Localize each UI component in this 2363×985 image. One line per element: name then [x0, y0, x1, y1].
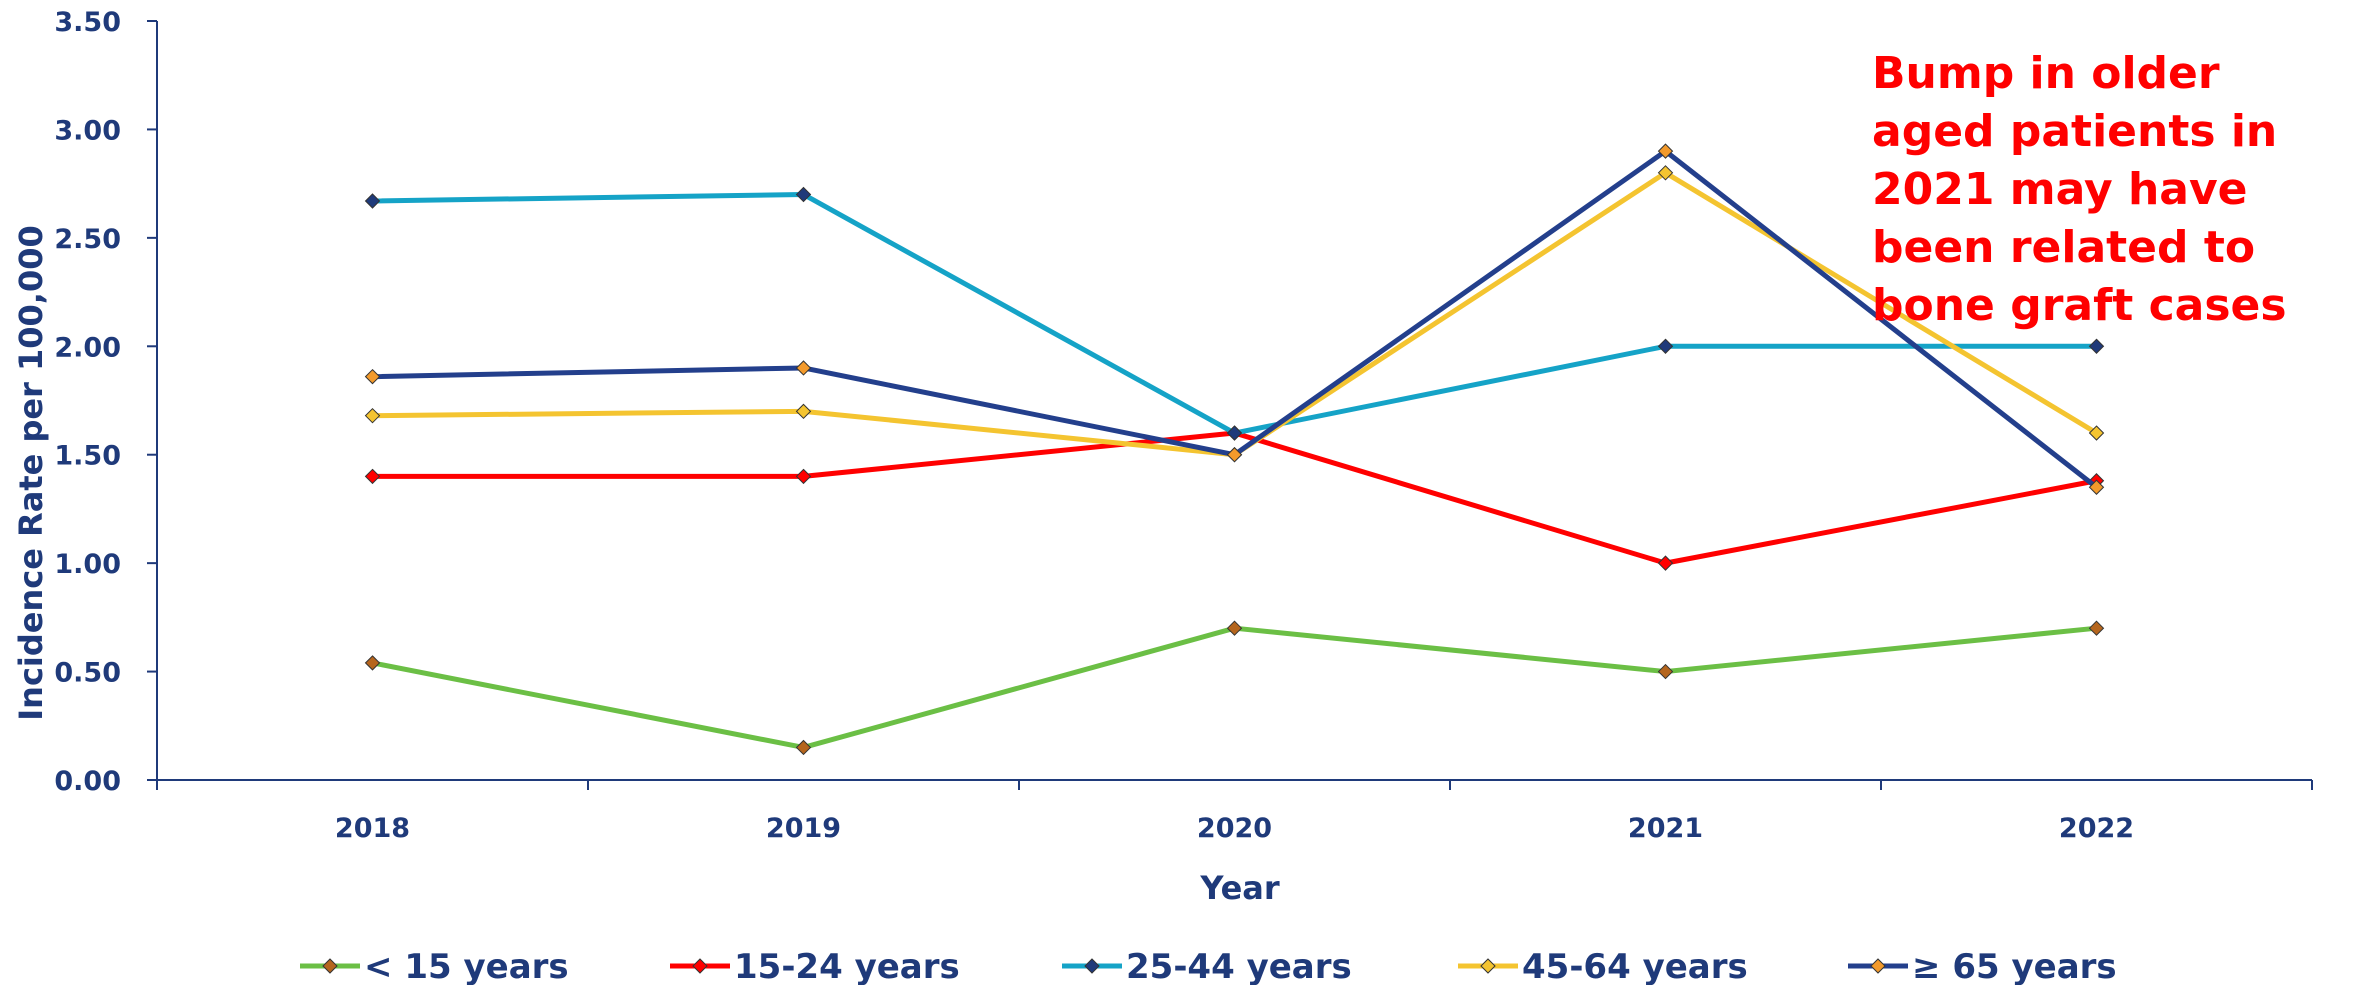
x-axis-title: Year: [1199, 869, 1280, 907]
legend-label: < 15 years: [364, 947, 569, 985]
data-point: [795, 739, 812, 756]
legend-item-0: < 15 years: [300, 947, 569, 985]
y-tick-label: 3.00: [54, 115, 121, 146]
data-point: [364, 655, 381, 671]
legend-label: 45-64 years: [1522, 947, 1748, 985]
y-axis-title: Incidence Rate per 100,000: [12, 225, 50, 720]
x-tick-label: 2020: [1197, 813, 1272, 844]
data-point: [364, 193, 381, 209]
series-line: [372, 625, 2097, 750]
data-point: [1657, 555, 1674, 571]
series-4: [364, 143, 2105, 495]
y-tick-label: 2.50: [54, 224, 121, 255]
x-axis: 2018 2019 2020 2021 2022: [156, 779, 2313, 844]
data-point: [1657, 338, 1674, 354]
series-0: [364, 620, 2105, 756]
y-tick-label: 0.50: [54, 658, 121, 689]
legend-label: ≥ 65 years: [1912, 947, 2117, 985]
y-tick-label: 2.00: [54, 332, 121, 363]
data-point: [2088, 479, 2105, 495]
legend-item-2: 25-44 years: [1062, 947, 1352, 985]
data-point: [795, 403, 812, 420]
legend-label: 15-24 years: [734, 947, 960, 985]
x-tick-label: 2018: [335, 813, 410, 844]
y-tick-label: 3.50: [54, 7, 121, 38]
series-2: [364, 186, 2105, 441]
data-point: [1226, 447, 1243, 463]
data-point: [364, 407, 381, 424]
data-point: [795, 186, 812, 203]
x-tick-label: 2022: [2059, 813, 2134, 844]
data-point: [364, 468, 381, 485]
x-tick-label: 2021: [1628, 813, 1703, 844]
data-point: [795, 360, 812, 376]
data-point: [1657, 663, 1674, 680]
x-tick-label: 2019: [766, 813, 841, 844]
y-tick-label: 1.50: [54, 441, 121, 472]
data-point: [1657, 165, 1674, 181]
legend-marker: [1870, 958, 1886, 974]
legend-item-1: 15-24 years: [670, 947, 960, 985]
data-point: [364, 368, 381, 385]
legend-marker: [692, 958, 708, 974]
series-line: [372, 170, 2098, 458]
legend-item-4: ≥ 65 years: [1848, 947, 2117, 985]
y-axis: 0.00 0.50 1.00 1.50 2.00 2.50 3.00 3.50: [54, 7, 158, 797]
legend-marker: [322, 958, 338, 974]
series-line: [372, 191, 2097, 436]
legend-item-3: 45-64 years: [1458, 947, 1748, 985]
legend-label: 25-44 years: [1126, 947, 1352, 985]
data-point: [2088, 620, 2105, 636]
legend-marker: [1084, 958, 1100, 974]
data-point: [795, 468, 812, 485]
series-3: [364, 165, 2105, 463]
data-point: [1226, 620, 1243, 636]
data-point: [1226, 425, 1243, 441]
series-layer: [364, 143, 2105, 756]
legend: < 15 years 15-24 years 25-44 years 45-64 ye…: [300, 947, 2117, 985]
data-point: [2088, 338, 2105, 354]
chart-annotation: Bump in older aged patients in 2021 may …: [1872, 48, 2287, 331]
y-tick-label: 0.00: [54, 766, 121, 797]
data-point: [1657, 143, 1674, 159]
legend-marker: [1480, 958, 1496, 974]
data-point: [2088, 425, 2105, 441]
y-tick-label: 1.00: [54, 549, 121, 580]
